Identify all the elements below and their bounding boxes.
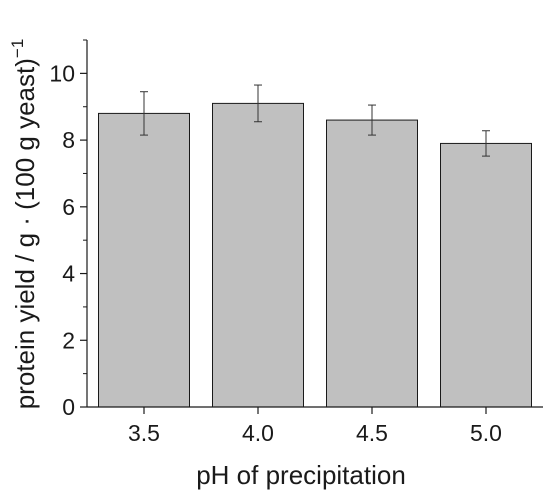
bar-3.5 (98, 112, 190, 408)
y-tick-label-2: 2 (62, 327, 75, 353)
x-tick-label-4.0: 4.0 (242, 420, 274, 446)
bars-group (98, 102, 532, 408)
bar-5.0 (440, 142, 532, 408)
x-tick-label-5.0: 5.0 (470, 420, 502, 446)
x-axis-title: pH of precipitation (196, 460, 406, 490)
y-tick-label-4: 4 (62, 261, 75, 287)
x-tick-label-4.5: 4.5 (356, 420, 388, 446)
y-tick-label-0: 0 (62, 394, 75, 420)
bar-4.0 (212, 102, 304, 408)
y-tick-label-8: 8 (62, 127, 75, 153)
error-bars-group (140, 84, 490, 157)
bar-4.5 (326, 119, 418, 408)
x-tick-label-3.5: 3.5 (128, 420, 160, 446)
axes-group (80, 39, 543, 414)
y-tick-label-10: 10 (49, 60, 75, 86)
y-axis-title-superscript: −1 (8, 39, 27, 58)
y-axis-title-main: protein yield / g · (100 g yeast) (10, 58, 40, 409)
y-axis-title: protein yield / g · (100 g yeast)−1 (8, 39, 40, 410)
tick-labels-group: 3.5 4.0 4.5 5.0 0 2 4 6 8 10 (49, 60, 502, 446)
y-tick-label-6: 6 (62, 194, 75, 220)
